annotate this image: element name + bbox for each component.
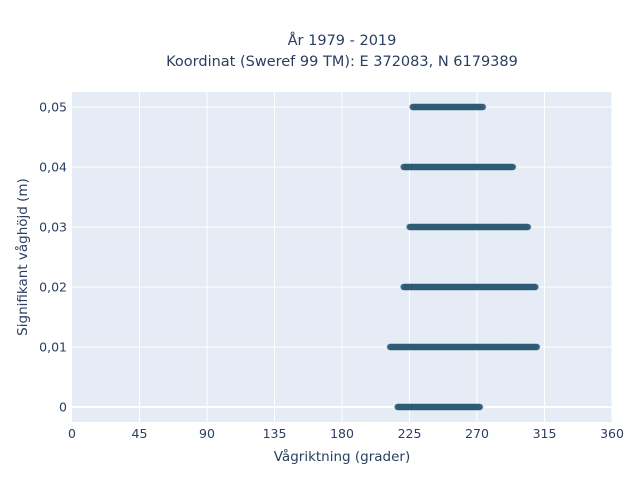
scatter-point <box>476 403 484 411</box>
x-tick-label: 45 <box>132 426 148 441</box>
x-tick-label: 0 <box>68 426 76 441</box>
x-tick-label: 270 <box>465 426 489 441</box>
x-tick-label: 135 <box>263 426 287 441</box>
scatter-band <box>400 283 539 291</box>
scatter-point <box>532 283 539 291</box>
y-tick-label: 0,01 <box>39 340 67 355</box>
scatter-band <box>386 343 541 351</box>
y-tick-label: 0,03 <box>39 220 67 235</box>
scatter-band <box>409 103 487 111</box>
scatter-point <box>479 103 487 111</box>
x-axis-title: Vågriktning (grader) <box>274 448 411 465</box>
y-tick-label: 0,02 <box>39 280 67 295</box>
x-tick-label: 360 <box>600 426 624 441</box>
x-tick-label: 180 <box>330 426 354 441</box>
scatter-point <box>524 223 532 231</box>
y-tick-label: 0,04 <box>39 160 67 175</box>
x-tick-label: 315 <box>533 426 557 441</box>
y-axis-title: Signifikant våghöjd (m) <box>14 178 31 336</box>
scatter-point <box>533 343 541 351</box>
scatter-band <box>394 403 484 411</box>
gridlines <box>72 92 613 422</box>
y-axis-ticks: 0 0,01 0,02 0,03 0,04 0,05 <box>39 100 67 415</box>
scatter-points <box>386 103 541 411</box>
y-tick-label: 0 <box>59 400 67 415</box>
scatter-point <box>509 163 517 171</box>
scatter-band <box>400 163 517 171</box>
x-tick-label: 225 <box>398 426 422 441</box>
scatter-band <box>406 223 532 231</box>
x-axis-ticks: 0 45 90 135 180 225 270 315 360 <box>68 426 624 441</box>
chart-title-line-1: År 1979 - 2019 <box>288 32 397 49</box>
chart-title-line-2: Koordinat (Sweref 99 TM): E 372083, N 61… <box>166 54 518 70</box>
x-tick-label: 90 <box>199 426 215 441</box>
y-tick-label: 0,05 <box>39 100 67 115</box>
